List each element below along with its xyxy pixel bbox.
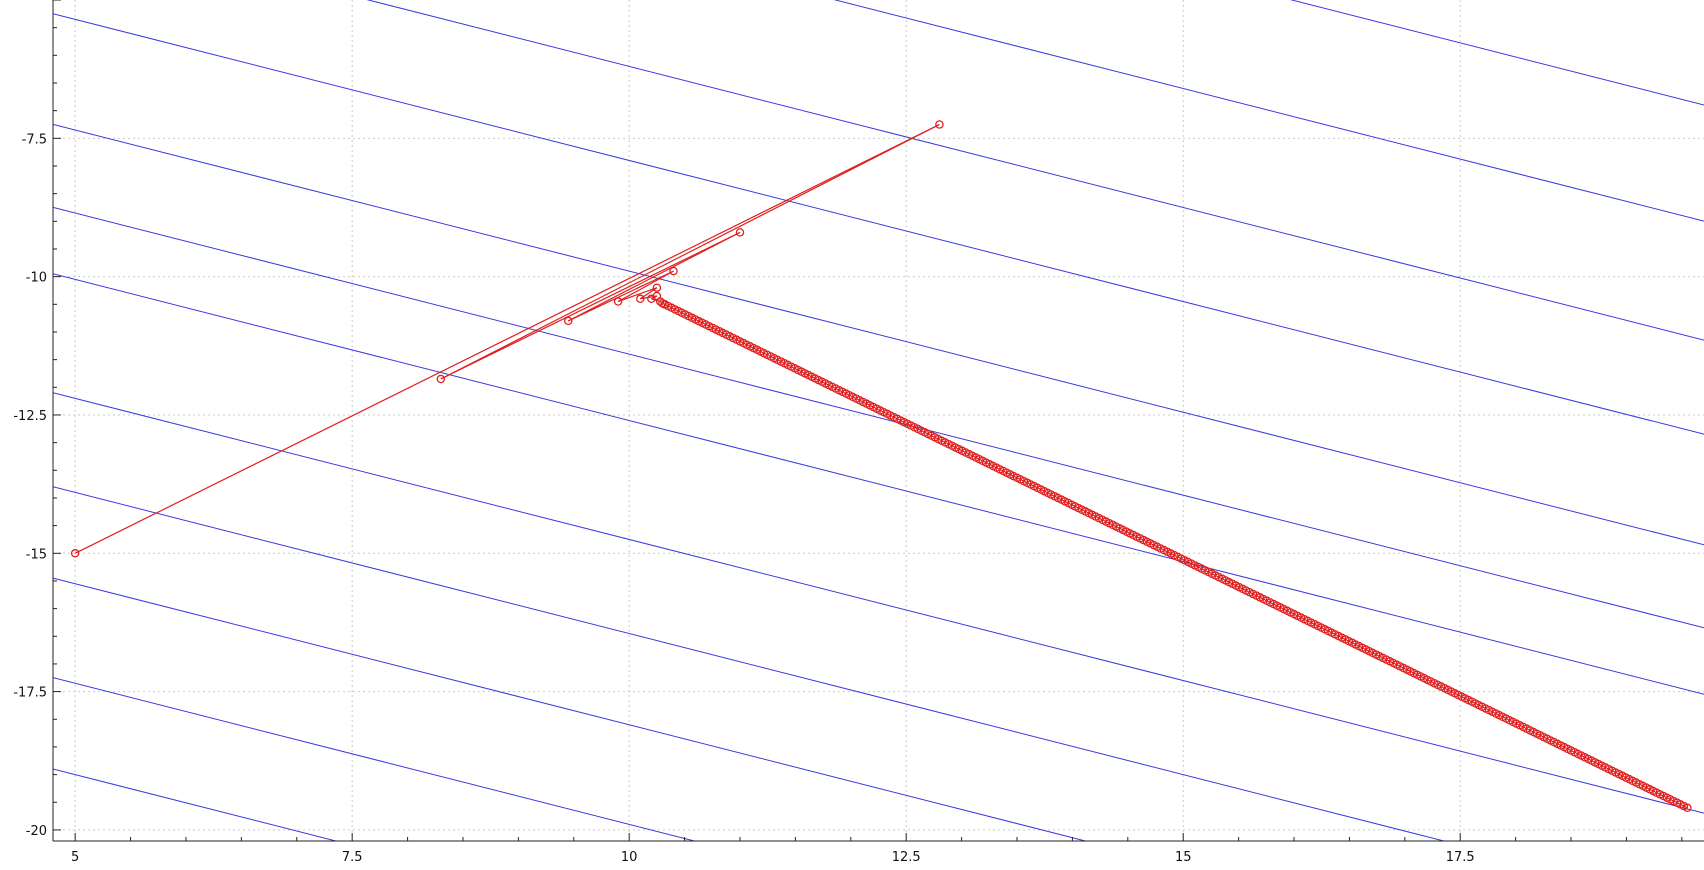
contour-line-3 bbox=[53, 486, 1446, 841]
path-segment-0 bbox=[74, 123, 940, 554]
path-point-8 bbox=[636, 294, 645, 304]
contour-line-1 bbox=[53, 677, 697, 841]
x-tick-label: 15 bbox=[1175, 850, 1192, 865]
path-point-1 bbox=[935, 120, 944, 129]
path-point-10 bbox=[647, 294, 656, 304]
contour-line-5 bbox=[53, 273, 1704, 695]
contour-line-7 bbox=[53, 123, 1704, 546]
x-tick-label: 5 bbox=[71, 850, 79, 865]
path-segment-4 bbox=[567, 270, 674, 322]
y-tick-label: -10 bbox=[26, 271, 47, 286]
contour-line-6 bbox=[53, 206, 1704, 629]
path-point-0 bbox=[70, 549, 80, 558]
contour-line-0 bbox=[53, 768, 338, 841]
y-tick-label: -20 bbox=[26, 824, 47, 839]
contour-line-8 bbox=[53, 13, 1704, 435]
path-segment-10 bbox=[651, 298, 661, 303]
grid-lines bbox=[53, 0, 1704, 841]
path-point-5 bbox=[669, 266, 678, 276]
contour-line-11 bbox=[1289, 0, 1704, 106]
path-point-7 bbox=[652, 283, 662, 292]
contour-line-4 bbox=[53, 392, 1704, 814]
contour-line-2 bbox=[53, 577, 1088, 841]
x-tick-label: 7.5 bbox=[342, 850, 363, 865]
path-segment-1 bbox=[440, 123, 940, 380]
x-tick-label: 17.5 bbox=[1446, 850, 1475, 865]
x-tick-label: 12.5 bbox=[892, 850, 921, 865]
x-tick-label: 10 bbox=[621, 850, 638, 865]
contour-line-10 bbox=[833, 0, 1704, 222]
dense-point-299 bbox=[1683, 803, 1692, 813]
y-tick-label: -15 bbox=[26, 547, 47, 562]
contour-line-9 bbox=[366, 0, 1704, 341]
path-point-6 bbox=[613, 297, 623, 306]
path-segment-5 bbox=[617, 270, 674, 303]
path-segment-2 bbox=[440, 231, 741, 380]
contour-lines bbox=[53, 0, 1704, 841]
tick-labels: 5 7.5 10 12.5 15 17.5 -7.5 -10 -12.5 -15 -17.5 -20 bbox=[13, 132, 1474, 865]
path-point-11 bbox=[655, 297, 665, 306]
y-tick-label: -7.5 bbox=[22, 132, 47, 147]
y-tick-label: -17.5 bbox=[13, 686, 47, 701]
path-segment-3 bbox=[567, 231, 741, 322]
y-tick-label: -12.5 bbox=[13, 409, 47, 424]
path-point-3 bbox=[735, 228, 745, 237]
axes bbox=[52, 0, 1704, 842]
descent-path bbox=[70, 120, 1692, 813]
path-point-4 bbox=[563, 316, 573, 326]
path-point-2 bbox=[436, 374, 446, 384]
path-segment-6 bbox=[617, 287, 658, 303]
